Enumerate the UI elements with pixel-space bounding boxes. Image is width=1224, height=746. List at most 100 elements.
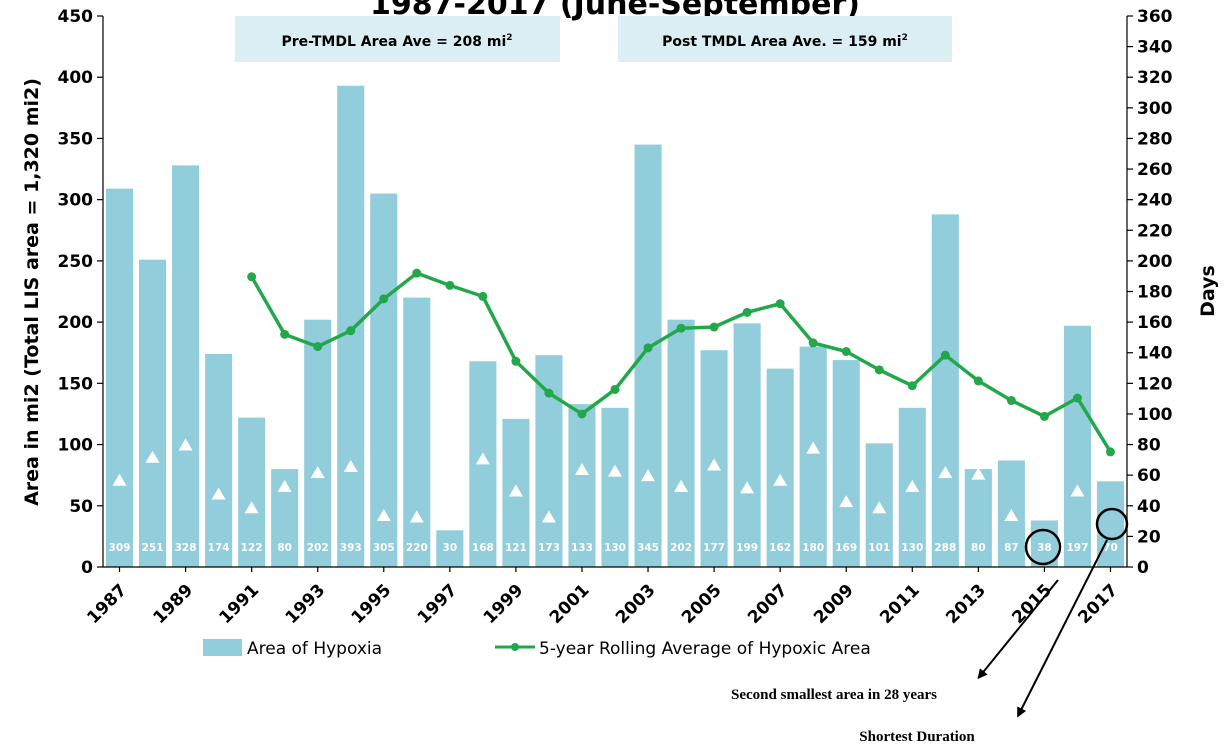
bar-2017 — [1096, 481, 1125, 567]
bar-label-2017: 70 — [1103, 542, 1118, 554]
bar-label-1991: 122 — [241, 542, 263, 554]
rolling-average-point-2002 — [610, 384, 620, 394]
legend-bar-swatch — [203, 639, 242, 656]
duration-marker-2013 — [971, 467, 986, 480]
y-tick-label: 400 — [58, 68, 94, 88]
duration-marker-2004 — [674, 479, 689, 492]
bar-label-2005: 177 — [703, 542, 725, 554]
duration-marker-1993 — [310, 466, 325, 479]
bar-label-2001: 133 — [571, 542, 593, 554]
duration-marker-2011 — [905, 479, 920, 492]
rolling-average-point-1999 — [511, 356, 521, 366]
rolling-average-point-1998 — [478, 291, 488, 301]
x-tick-label: 2007 — [744, 580, 792, 628]
x-tick-label: 2001 — [546, 580, 594, 628]
duration-marker-1998 — [475, 452, 490, 465]
duration-markers-layer — [112, 438, 1085, 523]
rolling-average-point-1994 — [346, 326, 356, 336]
duration-marker-1989 — [178, 438, 193, 451]
duration-marker-1988 — [145, 450, 160, 463]
duration-marker-1999 — [508, 484, 523, 497]
y2-tick-label: 280 — [1137, 129, 1173, 149]
pre-tmdl-text: Pre-TMDL Area Ave = 208 mi2 — [281, 33, 512, 50]
y-tick-label: 50 — [69, 497, 93, 517]
pre-tmdl-box — [235, 16, 560, 62]
duration-marker-2016 — [1070, 484, 1085, 497]
rolling-average-point-2011 — [907, 381, 917, 391]
bar-2003 — [634, 144, 662, 568]
bar-label-2010: 101 — [868, 542, 890, 554]
legend-bar-label: Area of Hypoxia — [247, 639, 382, 659]
rolling-average-point-2000 — [544, 388, 554, 398]
duration-marker-2014 — [1004, 508, 1019, 521]
rolling-average-point-1993 — [313, 342, 323, 352]
post-tmdl-box — [618, 16, 952, 62]
duration-marker-1987 — [112, 473, 127, 486]
bar-1990 — [205, 353, 233, 567]
y-tick-label: 450 — [58, 7, 94, 27]
duration-marker-1994 — [343, 459, 358, 472]
rolling-average-point-2006 — [742, 307, 752, 317]
bar-label-2006: 199 — [736, 542, 758, 554]
y2-tick-label: 20 — [1137, 527, 1161, 547]
y-tick-label: 250 — [58, 252, 94, 272]
y2-tick-label: 320 — [1137, 68, 1173, 88]
bar-2007 — [766, 368, 794, 567]
rolling-average-point-2017 — [1105, 447, 1115, 457]
duration-marker-2002 — [608, 464, 622, 477]
rolling-average-point-2009 — [841, 346, 851, 356]
rolling-average-point-2008 — [808, 338, 818, 348]
rolling-average-point-2004 — [676, 323, 686, 333]
duration-marker-1991 — [244, 501, 259, 514]
bar-2013 — [964, 469, 992, 567]
bar-label-1990: 174 — [208, 542, 230, 554]
bar-label-2013: 80 — [971, 542, 986, 554]
rolling-average-point-2010 — [874, 365, 884, 375]
bar-label-1995: 305 — [373, 542, 395, 554]
y-axis-title: Area in mi2 (Total LIS area = 1,320 mi2) — [21, 78, 43, 506]
bar-1997 — [436, 530, 464, 567]
bar-label-1993: 202 — [307, 542, 329, 554]
x-tick-label: 1987 — [83, 580, 131, 628]
rolling-average-point-2005 — [709, 322, 719, 332]
y2-tick-label: 0 — [1137, 558, 1149, 578]
y2-tick-label: 180 — [1137, 283, 1173, 303]
duration-marker-1990 — [211, 487, 226, 500]
y2-axis-title: Days — [1197, 265, 1219, 317]
rolling-average-point-1991 — [247, 272, 257, 282]
bar-label-2002: 130 — [604, 542, 626, 554]
y-tick-label: 100 — [58, 436, 94, 456]
rolling-average-layer — [247, 268, 1115, 457]
bar-label-1996: 220 — [406, 542, 428, 554]
duration-marker-2005 — [707, 458, 722, 471]
x-tick-label: 1991 — [216, 580, 264, 628]
rolling-average-point-2014 — [1006, 395, 1016, 405]
y2-tick-label: 200 — [1137, 252, 1173, 272]
bar-label-1987: 309 — [109, 542, 131, 554]
bar-2012 — [931, 214, 959, 568]
rolling-average-point-1995 — [379, 294, 389, 304]
bar-2001 — [568, 404, 596, 567]
rolling-average-point-2016 — [1072, 393, 1082, 403]
rolling-average-point-1996 — [412, 268, 422, 278]
duration-marker-2001 — [574, 463, 589, 476]
bar-2016 — [1063, 325, 1091, 567]
rolling-average-point-2007 — [775, 299, 785, 309]
rolling-average-point-2012 — [940, 350, 950, 360]
x-tick-label: 1989 — [150, 580, 198, 628]
bar-label-1988: 251 — [142, 542, 164, 554]
y2-tick-label: 160 — [1137, 313, 1173, 333]
y2-tick-label: 340 — [1137, 38, 1173, 58]
bar-label-2011: 130 — [901, 542, 923, 554]
duration-marker-1995 — [376, 508, 391, 521]
bar-1995 — [370, 193, 398, 568]
y2-tick-label: 100 — [1137, 405, 1173, 425]
x-tick-label: 2005 — [678, 580, 726, 628]
bar-1988 — [139, 259, 167, 567]
y-tick-label: 200 — [58, 313, 94, 333]
y2-tick-label: 220 — [1137, 221, 1173, 241]
bar-label-2008: 180 — [802, 542, 824, 554]
highlight-circle-2015 — [1024, 528, 1062, 566]
annotation-2015: Second smallest area in 28 years — [731, 687, 937, 703]
bar-label-1989: 328 — [175, 542, 197, 554]
